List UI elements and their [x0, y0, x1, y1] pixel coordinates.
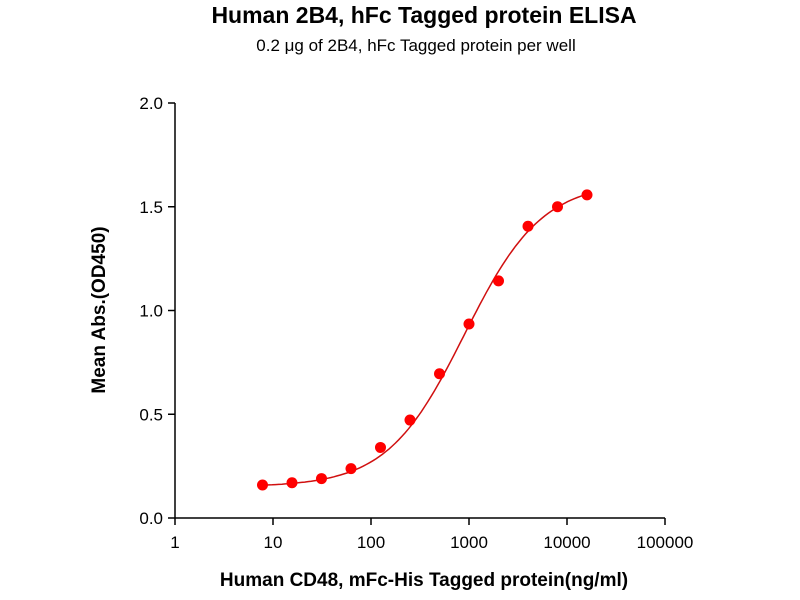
x-tick-label: 100000	[637, 533, 694, 552]
y-axis-label: Mean Abs.(OD450)	[89, 226, 110, 394]
data-point	[522, 220, 534, 232]
data-point	[256, 479, 268, 491]
x-tick-label: 10000	[543, 533, 590, 552]
x-tick-label: 1	[170, 533, 179, 552]
y-tick-label: 0.5	[139, 405, 163, 424]
data-point	[552, 201, 564, 213]
x-tick-label: 10	[264, 533, 283, 552]
y-tick-label: 1.5	[139, 198, 163, 217]
data-point	[581, 189, 593, 201]
x-tick-label: 1000	[450, 533, 488, 552]
data-point	[315, 473, 327, 485]
y-tick-label: 2.0	[139, 94, 163, 113]
y-tick-label: 1.0	[139, 302, 163, 321]
chart-title: Human 2B4, hFc Tagged protein ELISA	[211, 2, 637, 28]
data-point	[374, 441, 386, 453]
data-point	[433, 368, 445, 380]
data-point	[286, 477, 298, 489]
data-point	[493, 275, 505, 287]
data-point	[404, 414, 416, 426]
fit-curve	[262, 193, 588, 486]
x-tick-label: 100	[357, 533, 385, 552]
data-point	[345, 463, 357, 475]
chart-subtitle: 0.2 μg of 2B4, hFc Tagged protein per we…	[256, 36, 576, 55]
x-axis-label: Human CD48, mFc-His Tagged protein(ng/ml…	[219, 570, 629, 591]
data-point	[463, 318, 475, 330]
y-tick-label: 0.0	[139, 509, 163, 528]
